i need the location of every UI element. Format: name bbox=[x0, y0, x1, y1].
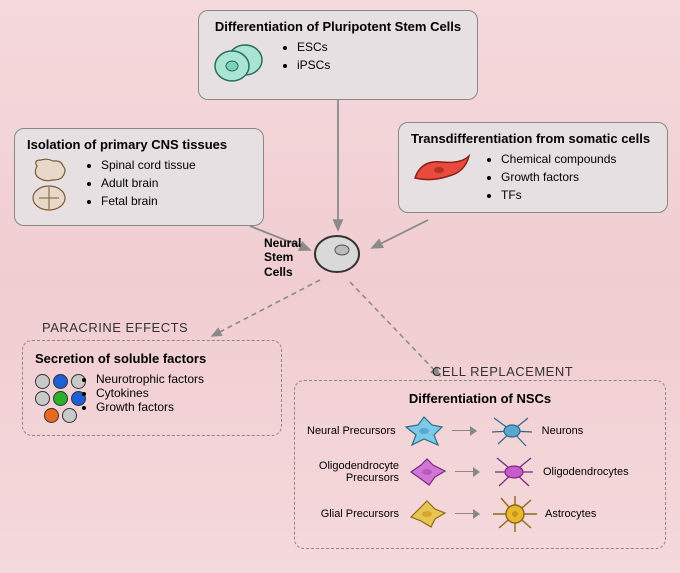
oligodendrocyte-icon bbox=[491, 454, 537, 490]
paracrine-box: Secretion of soluble factors Neurotrophi… bbox=[22, 340, 282, 436]
paracrine-title: Secretion of soluble factors bbox=[35, 351, 269, 366]
pluripotent-title: Differentiation of Pluripotent Stem Cell… bbox=[211, 19, 465, 34]
paracrine-label: PARACRINE EFFECTS bbox=[42, 320, 188, 335]
somatic-cell-icon bbox=[411, 150, 473, 191]
esc-cells-icon bbox=[211, 38, 269, 91]
glial-precursor-icon bbox=[405, 497, 449, 531]
transdiff-box: Transdifferentiation from somatic cells … bbox=[398, 122, 668, 213]
list-item: TFs bbox=[501, 186, 616, 204]
pluripotent-box: Differentiation of Pluripotent Stem Cell… bbox=[198, 10, 478, 100]
list-item: Adult brain bbox=[101, 174, 196, 192]
list-item: Cytokines bbox=[96, 386, 204, 400]
cns-title: Isolation of primary CNS tissues bbox=[27, 137, 251, 152]
neural-precursor-icon bbox=[402, 413, 446, 449]
pluripotent-list: ESCs iPSCs bbox=[279, 38, 330, 74]
nsc-cell-icon bbox=[312, 232, 362, 276]
list-item: ESCs bbox=[297, 38, 330, 56]
neuron-icon bbox=[488, 412, 536, 450]
list-item: Neurotrophic factors bbox=[96, 372, 204, 386]
arrow-icon bbox=[455, 466, 485, 478]
replacement-label: CELL REPLACEMENT bbox=[432, 364, 573, 379]
precursor-label: Neural Precursors bbox=[307, 425, 396, 437]
oligo-precursor-icon bbox=[405, 455, 449, 489]
soluble-factors-icon bbox=[35, 372, 86, 425]
list-item: Growth factors bbox=[501, 168, 616, 186]
replacement-title: Differentiation of NSCs bbox=[307, 391, 653, 406]
nsc-label: Neural Stem Cells bbox=[264, 236, 301, 279]
list-item: iPSCs bbox=[297, 56, 330, 74]
cns-isolation-box: Isolation of primary CNS tissues Spinal … bbox=[14, 128, 264, 226]
result-label: Neurons bbox=[542, 425, 584, 437]
list-item: Fetal brain bbox=[101, 192, 196, 210]
transdiff-title: Transdifferentiation from somatic cells bbox=[411, 131, 655, 146]
precursor-label: Glial Precursors bbox=[307, 508, 399, 520]
cns-list: Spinal cord tissue Adult brain Fetal bra… bbox=[83, 156, 196, 210]
diff-row-neural: Neural Precursors Neurons bbox=[307, 412, 653, 450]
result-label: Oligodendrocytes bbox=[543, 466, 629, 478]
list-item: Spinal cord tissue bbox=[101, 156, 196, 174]
transdiff-list: Chemical compounds Growth factors TFs bbox=[483, 150, 616, 204]
result-label: Astrocytes bbox=[545, 508, 596, 520]
paracrine-list: Neurotrophic factors Cytokines Growth fa… bbox=[96, 372, 204, 414]
brain-icon bbox=[27, 156, 73, 217]
list-item: Growth factors bbox=[96, 400, 204, 414]
precursor-label: Oligodendrocyte Precursors bbox=[307, 460, 399, 484]
diff-row-oligo: Oligodendrocyte Precursors Oligodendrocy… bbox=[307, 454, 653, 490]
arrow-icon bbox=[455, 508, 485, 520]
astrocyte-icon bbox=[491, 494, 539, 534]
arrow-icon bbox=[452, 425, 482, 437]
replacement-box: Differentiation of NSCs Neural Precursor… bbox=[294, 380, 666, 549]
diff-row-glial: Glial Precursors Astrocytes bbox=[307, 494, 653, 534]
list-item: Chemical compounds bbox=[501, 150, 616, 168]
